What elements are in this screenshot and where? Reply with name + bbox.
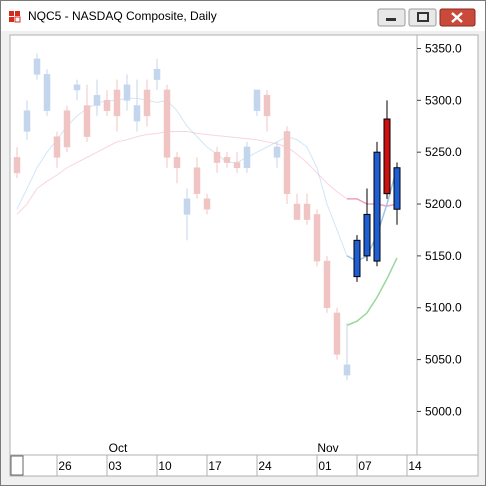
month-label: Oct	[109, 441, 128, 455]
candle-body	[43, 74, 51, 111]
y-tick-label: 5000.0	[425, 404, 462, 418]
candle-body	[133, 105, 141, 122]
candle-body	[293, 203, 301, 220]
moving-average-line	[16, 130, 398, 215]
candle-body	[13, 157, 21, 174]
candle-body	[213, 151, 221, 163]
candle-body	[53, 136, 61, 158]
candle-body	[263, 94, 271, 117]
candle-body	[93, 94, 101, 106]
month-label: Nov	[317, 441, 338, 455]
candle-body	[123, 84, 131, 101]
candle-body	[33, 58, 41, 75]
candle-body	[173, 157, 181, 168]
x-tick-label: 26	[58, 459, 72, 473]
candle-body	[313, 214, 321, 262]
x-tick-label: 03	[108, 459, 122, 473]
candle-body	[73, 84, 81, 91]
moving-average-line	[16, 97, 398, 262]
candle-body	[183, 198, 191, 215]
x-axis-panel	[9, 454, 479, 477]
candle-body	[273, 146, 281, 158]
x-tick-label: 07	[358, 459, 372, 473]
window-title: NQC5 - NASDAQ Composite, Daily	[28, 9, 217, 23]
minimize-button[interactable]	[377, 8, 406, 27]
close-button[interactable]	[439, 8, 476, 27]
y-tick-label: 5300.0	[425, 93, 462, 107]
candle-body	[333, 312, 341, 355]
candle-body	[253, 89, 261, 111]
candle-body	[63, 110, 71, 148]
y-tick-label: 5250.0	[425, 145, 462, 159]
candle-body	[353, 239, 361, 278]
x-tick-label: 01	[318, 459, 332, 473]
candle-body	[323, 260, 331, 308]
candle-body	[373, 151, 381, 262]
scroll-handle[interactable]	[10, 455, 24, 476]
y-tick-label: 5350.0	[425, 41, 462, 55]
moving-average-line-highlight	[346, 257, 398, 327]
y-tick-label: 5200.0	[425, 197, 462, 211]
candle-body	[83, 105, 91, 137]
candle-body	[363, 213, 371, 257]
candle-body	[163, 89, 171, 158]
y-tick-label: 5100.0	[425, 301, 462, 315]
candle-body	[303, 203, 311, 220]
x-tick-label: 10	[158, 459, 172, 473]
candle-body	[243, 146, 251, 168]
candle-body	[113, 89, 121, 117]
candle-body	[393, 167, 401, 210]
candle-body	[233, 162, 241, 168]
x-tick-label: 14	[408, 459, 422, 473]
candle-body	[383, 118, 391, 195]
candle-body	[343, 364, 351, 376]
candle-body	[23, 110, 31, 132]
moving-average-line-highlight	[347, 198, 398, 207]
plot-area	[9, 34, 418, 456]
y-tick-label: 5150.0	[425, 249, 462, 263]
app-icon	[9, 11, 21, 23]
candle-body	[283, 131, 291, 194]
x-tick-label: 24	[258, 459, 272, 473]
x-tick-label: 17	[208, 459, 222, 473]
maximize-button[interactable]	[408, 8, 437, 27]
candle-body	[193, 167, 201, 194]
candle-body	[223, 157, 231, 163]
candle-body	[103, 100, 111, 111]
candle-body	[153, 68, 161, 80]
y-tick-label: 5050.0	[425, 353, 462, 367]
candle-body	[203, 198, 211, 210]
candle-body	[143, 89, 151, 117]
